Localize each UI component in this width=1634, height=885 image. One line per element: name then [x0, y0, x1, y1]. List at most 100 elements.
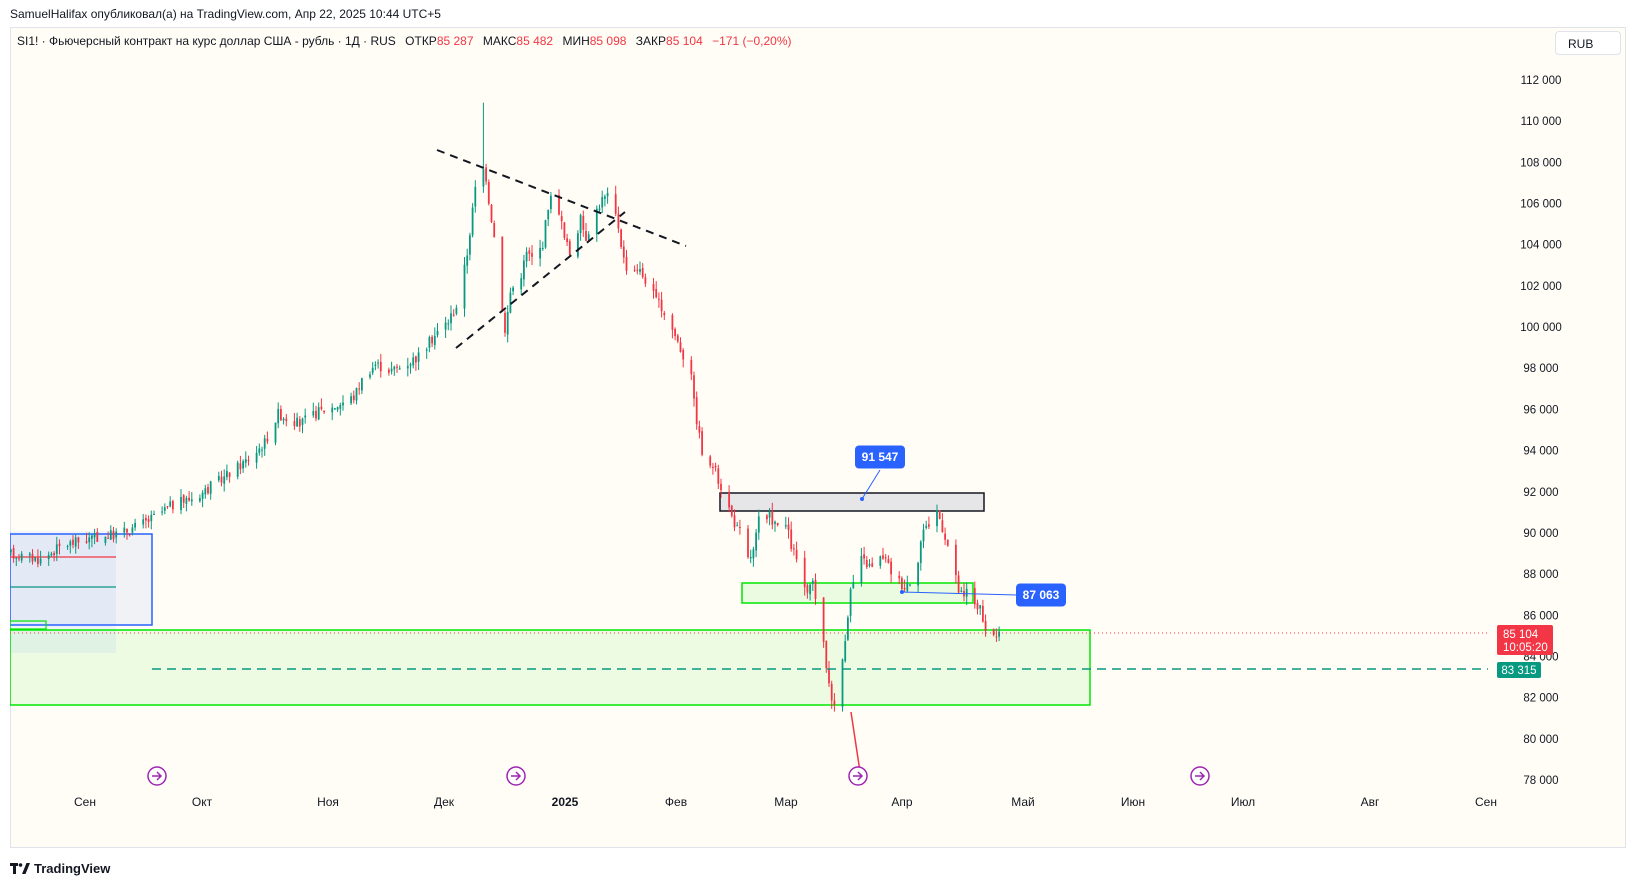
legend-high-value: 85 482: [516, 34, 554, 48]
candle-body: [714, 465, 717, 468]
x-tick-label: Окт: [192, 795, 213, 809]
candle-body: [166, 506, 169, 508]
candle: [828, 661, 830, 687]
chart-frame[interactable]: [10, 27, 1626, 848]
candle: [188, 491, 190, 502]
callout-87063-pointer: [901, 591, 1018, 596]
callout-91547-text: 91 547: [862, 450, 899, 464]
candle: [841, 658, 844, 712]
x-tick-label: Сен: [1475, 795, 1497, 809]
candle-body: [223, 476, 226, 484]
candle: [199, 494, 201, 503]
candle-body: [145, 518, 147, 521]
candle: [539, 239, 541, 267]
candle: [166, 506, 169, 509]
candle: [312, 402, 315, 418]
candle-body: [577, 233, 579, 257]
legend-open-label: ОТКР: [405, 34, 437, 48]
demand-zone-large: [10, 629, 1091, 706]
countdown-text: 10:05:20: [1503, 642, 1548, 654]
candle-body: [28, 553, 31, 556]
candle-body: [471, 207, 474, 236]
price-axis: 112 000 110 000 108 000 106 000 104 000 102 0…: [1520, 75, 1562, 787]
candle: [217, 471, 220, 483]
callout-87063-text: 87 063: [1023, 588, 1060, 602]
x-tick-label: Июл: [1231, 795, 1255, 809]
candle-body: [919, 541, 922, 563]
legend-low-label: МИН: [562, 34, 590, 48]
candle-body: [469, 235, 471, 255]
dividend-event-icon[interactable]: [147, 766, 167, 786]
candle-body: [304, 415, 307, 418]
candle-body: [209, 481, 212, 494]
candle-body: [447, 323, 450, 325]
candle-body: [199, 498, 201, 502]
candle: [369, 371, 371, 380]
candle: [109, 525, 112, 540]
candle: [463, 256, 466, 317]
candle-body: [298, 419, 301, 427]
candle: [531, 245, 533, 266]
candle-body: [396, 366, 398, 368]
candle: [566, 233, 568, 247]
candle-body: [487, 182, 490, 204]
candle: [53, 551, 55, 562]
candle-body: [863, 554, 865, 559]
candle: [266, 431, 269, 445]
candle-body: [509, 292, 512, 313]
candle-body: [428, 337, 431, 348]
candle: [379, 353, 382, 378]
candle-body: [69, 541, 72, 546]
candle: [398, 365, 401, 370]
candle: [163, 503, 166, 515]
candle-body: [825, 641, 828, 669]
candle-body: [247, 459, 250, 462]
candle-body: [890, 561, 892, 575]
candle: [504, 310, 506, 337]
candle-body: [93, 533, 96, 538]
candle-body: [811, 580, 814, 584]
candle: [482, 102, 485, 193]
candle: [682, 348, 685, 368]
candle-body: [323, 410, 325, 413]
candle: [701, 427, 703, 457]
candle: [992, 628, 995, 637]
candle-body: [936, 510, 938, 527]
candle-body: [188, 497, 190, 501]
candle-body: [239, 463, 242, 470]
candle-body: [320, 406, 323, 409]
dividend-event-icon[interactable]: [848, 766, 868, 786]
candle: [355, 387, 358, 405]
x-tick-label: Фев: [665, 795, 687, 809]
candle-body: [898, 575, 901, 579]
candle: [830, 680, 833, 709]
candle: [15, 556, 18, 567]
candle-body: [568, 241, 571, 256]
dividend-event-icon[interactable]: [506, 766, 526, 786]
candle-body: [66, 546, 69, 548]
candle-body: [793, 548, 795, 550]
currency-button[interactable]: RUB: [1555, 31, 1621, 55]
candle-body: [712, 466, 714, 468]
candle: [825, 640, 828, 673]
candle-body: [701, 431, 703, 455]
candle: [528, 247, 531, 261]
y-tick-label: 80 000: [1523, 734, 1558, 746]
candle: [107, 531, 109, 539]
candle-body: [814, 580, 817, 599]
candle-body: [847, 617, 849, 640]
candle-body: [752, 549, 755, 559]
candle-body: [85, 541, 88, 543]
candle-body: [563, 222, 566, 238]
candle: [766, 513, 768, 524]
candle: [239, 455, 242, 475]
candle-body: [728, 491, 730, 508]
candle: [944, 527, 946, 546]
candle-body: [388, 369, 390, 373]
candle: [587, 231, 590, 241]
x-tick-label: Май: [1011, 795, 1035, 809]
dividend-event-icon[interactable]: [1190, 766, 1210, 786]
callout-91547: 91 547: [855, 445, 905, 469]
candle: [882, 547, 884, 560]
